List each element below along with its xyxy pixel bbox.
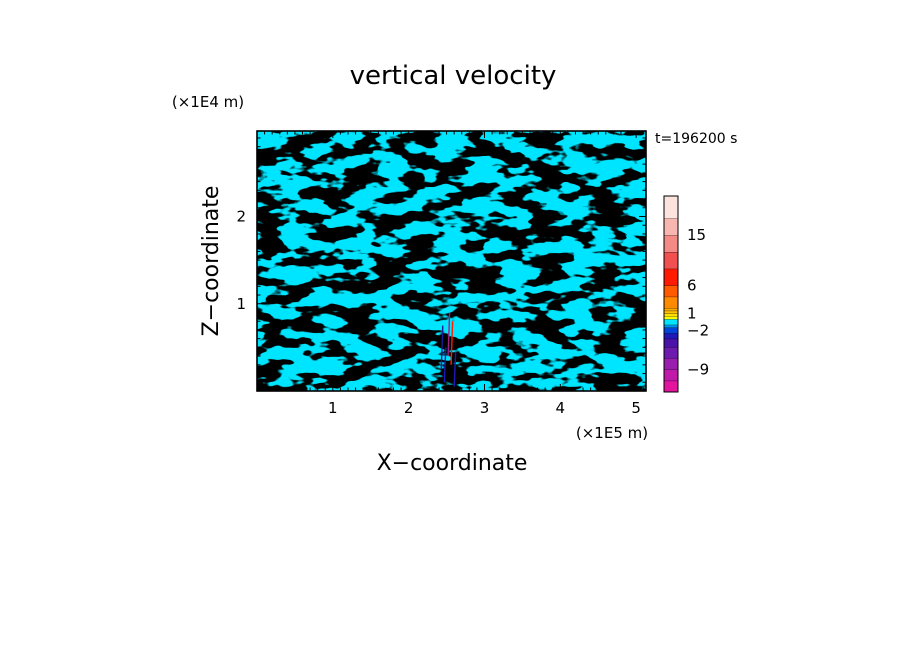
colorbar-swatch	[664, 338, 678, 348]
colorbar-swatch	[664, 252, 678, 269]
time-label: t=196200 s	[655, 131, 737, 147]
colorbar-swatch	[664, 308, 678, 311]
colorbar-swatch	[664, 218, 678, 236]
colorbar-label: −9	[687, 361, 709, 379]
colorbar-label: 1	[687, 305, 697, 323]
x-unit-label: (×1E5 m)	[576, 424, 648, 442]
colorbar-swatch	[664, 313, 678, 317]
colorbar-swatch	[664, 310, 678, 314]
colorbar-frame	[663, 195, 679, 393]
axis-ticks	[256, 131, 646, 392]
x-tick-label: 3	[480, 399, 490, 417]
colorbar-swatch	[664, 347, 678, 359]
y-unit-label: (×1E4 m)	[172, 93, 244, 111]
plot-frame	[256, 130, 647, 392]
colorbar-swatch	[664, 296, 678, 308]
colorbar-swatch	[664, 358, 678, 370]
colorbar-labels: 15 6 1−2 −9	[687, 226, 709, 378]
y-tick-labels: 12	[236, 208, 246, 313]
updraft-streak-2	[447, 312, 451, 357]
x-tick-label: 4	[556, 399, 566, 417]
colorbar-swatch	[664, 333, 678, 339]
x-tick-label: 5	[631, 399, 641, 417]
colorbar-swatch	[664, 285, 678, 297]
colorbar-label: −2	[687, 321, 709, 339]
updraft-streak-4	[453, 351, 457, 387]
colorbar-swatch	[664, 235, 678, 252]
colorbar	[664, 195, 678, 392]
colorbar-swatch	[664, 380, 678, 392]
x-tick-labels: 1 2 3 4 5	[328, 399, 641, 417]
y-axis-label: Z−coordinate	[199, 186, 224, 337]
updraft-streak-1	[443, 347, 447, 383]
colorbar-label: 15	[687, 226, 706, 244]
colorbar-swatch	[664, 196, 678, 219]
updraft-streak-3	[450, 321, 454, 365]
colorbar-swatch	[664, 369, 678, 381]
strong-updraft-streaks	[440, 312, 457, 387]
updraft-streak-0	[440, 325, 444, 370]
chart-title: vertical velocity	[350, 61, 557, 91]
colorbar-swatch	[664, 327, 678, 334]
x-tick-label: 1	[328, 399, 338, 417]
velocity-field	[257, 131, 646, 391]
colorbar-swatch	[664, 268, 678, 286]
colorbar-swatch	[664, 319, 678, 325]
colorbar-swatch	[664, 316, 678, 320]
y-tick-label: 1	[236, 295, 246, 313]
x-tick-label: 2	[404, 399, 414, 417]
colorbar-swatch	[664, 324, 678, 328]
y-tick-label: 2	[236, 208, 246, 226]
colorbar-label: 6	[687, 277, 697, 295]
x-axis-label: X−coordinate	[377, 451, 528, 476]
